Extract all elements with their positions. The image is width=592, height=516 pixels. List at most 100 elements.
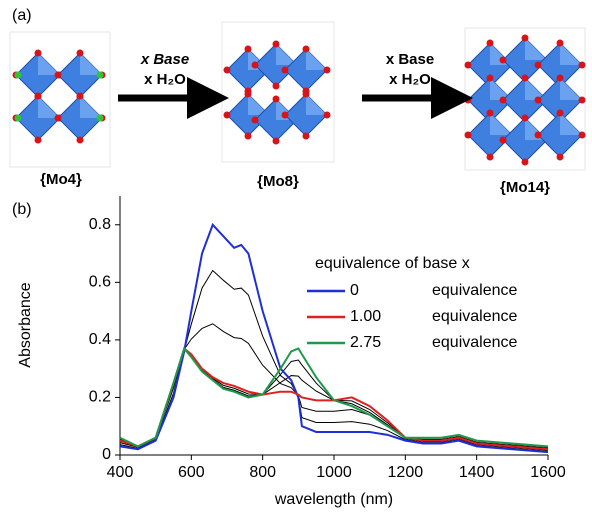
x-tick-label: 600 — [178, 464, 205, 481]
oxygen — [76, 136, 84, 144]
oxygen — [302, 132, 310, 140]
step-label: x Base — [386, 51, 434, 68]
oxygen — [272, 137, 280, 145]
oxygen — [34, 136, 42, 144]
legend-title: equivalence of base x — [315, 255, 470, 272]
oxygen — [464, 61, 472, 69]
oxygen — [34, 92, 42, 100]
octahedron-face — [80, 96, 102, 118]
x-tick-label: 1400 — [459, 464, 495, 481]
structures — [9, 21, 586, 171]
octahedron-face — [490, 78, 512, 100]
octahedron-face — [525, 78, 547, 100]
oxygen — [244, 132, 252, 140]
oxygen — [281, 111, 289, 119]
octahedron-face — [560, 78, 582, 100]
chloride — [96, 114, 104, 122]
chloride — [96, 71, 104, 79]
oxygen — [556, 153, 564, 161]
legend-label: 2.75 — [350, 334, 381, 351]
legend-suffix: equivalence — [432, 334, 518, 351]
oxygen — [251, 116, 259, 124]
y-tick-label: 0.6 — [89, 274, 111, 291]
y-tick-label: 0.4 — [89, 331, 111, 348]
panel-label: (a) — [12, 7, 32, 24]
oxygen — [486, 39, 494, 47]
oxygen — [302, 90, 310, 98]
legend-suffix: equivalence — [432, 282, 518, 299]
spectrum-line — [119, 222, 549, 454]
oxygen — [556, 74, 564, 82]
compound-label: {Mo14} — [500, 179, 550, 196]
legend-label: 0 — [350, 282, 359, 299]
oxygen — [223, 66, 231, 74]
oxygen — [272, 95, 280, 103]
octahedron-face — [80, 53, 102, 75]
oxygen — [302, 45, 310, 53]
compound-label: {Mo4} — [40, 171, 82, 188]
oxygen — [578, 96, 586, 104]
oxygen — [244, 90, 252, 98]
oxygen — [578, 61, 586, 69]
chloride — [14, 71, 22, 79]
legend-suffix: equivalence — [432, 308, 518, 325]
x-tick-label: 800 — [249, 464, 276, 481]
x-tick-label: 400 — [107, 464, 134, 481]
octahedron-face — [38, 96, 60, 118]
y-axis-label: Absorbance — [17, 282, 34, 367]
oxygen — [34, 49, 42, 57]
spectrum-line — [119, 346, 549, 448]
oxygen — [521, 34, 529, 42]
plot: 0 0.2 0.4 0.6 0.8 400 600 800 1000 1200 1400 1600 0 e… — [89, 196, 566, 481]
oxygen — [272, 40, 280, 48]
oxygen — [521, 74, 529, 82]
oxygen — [521, 158, 529, 166]
oxygen — [556, 39, 564, 47]
oxygen — [499, 96, 507, 104]
oxygen — [323, 111, 331, 119]
step-label: x H₂O — [389, 71, 431, 88]
oxygen — [534, 61, 542, 69]
octahedron-face — [560, 113, 582, 135]
oxygen — [76, 92, 84, 100]
octahedron-face — [276, 44, 297, 65]
oxygen — [281, 66, 289, 74]
octahedron-face — [248, 94, 269, 115]
panel-label: (b) — [12, 201, 32, 218]
x-tick-label: 1200 — [388, 464, 424, 481]
oxygen — [223, 111, 231, 119]
y-tick-label: 0 — [102, 446, 111, 463]
spectrum-line — [119, 346, 549, 451]
oxygen — [251, 61, 259, 69]
oxygen — [54, 71, 62, 79]
y-tick-label: 0.2 — [89, 389, 111, 406]
oxygen — [486, 109, 494, 117]
oxygen — [272, 82, 280, 90]
step-label: x H₂O — [144, 71, 186, 88]
compound-label: {Mo8} — [257, 173, 299, 190]
oxygen — [244, 45, 252, 53]
oxygen — [323, 66, 331, 74]
structure-frame — [9, 31, 111, 168]
spectrum-line — [119, 347, 549, 449]
oxygen — [534, 131, 542, 139]
x-tick-label: 1600 — [530, 464, 566, 481]
oxygen — [534, 96, 542, 104]
chloride — [14, 114, 22, 122]
octahedron-face — [490, 113, 512, 135]
octahedron-face — [525, 38, 547, 60]
oxygen — [499, 56, 507, 64]
oxygen — [556, 109, 564, 117]
oxygen — [486, 153, 494, 161]
octahedron-face — [306, 94, 327, 115]
oxygen — [499, 136, 507, 144]
legend-label: 1.00 — [350, 308, 381, 325]
step-label: x Base — [140, 51, 189, 68]
octahedron-face — [560, 43, 582, 65]
octahedron-face — [306, 49, 327, 70]
oxygen — [464, 96, 472, 104]
oxygen — [76, 49, 84, 57]
oxygen — [486, 74, 494, 82]
y-tick-label: 0.8 — [89, 216, 111, 233]
